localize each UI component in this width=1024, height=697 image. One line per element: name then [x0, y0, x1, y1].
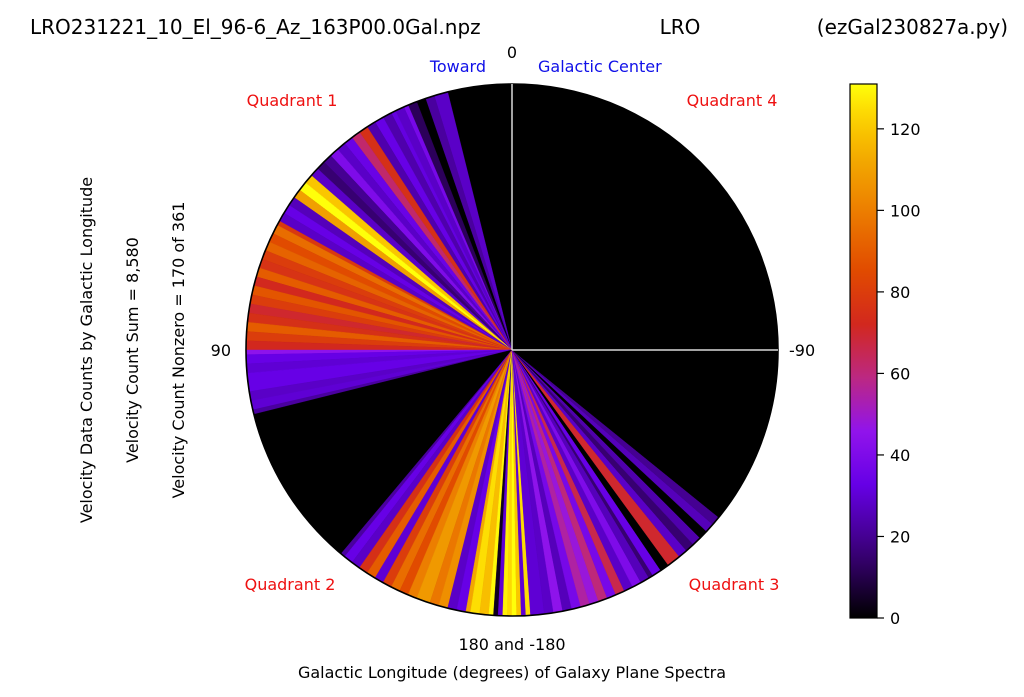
y-axis-label-line-2: Velocity Count Sum = 8,580	[123, 237, 142, 463]
colorbar-tick-label: 120	[890, 120, 921, 139]
toward-label: Toward	[429, 57, 486, 76]
y-axis-label-line-1: Velocity Data Counts by Galactic Longitu…	[77, 177, 96, 523]
galactic-center-label: Galactic Center	[538, 57, 662, 76]
colorbar-tick-label: 60	[890, 364, 910, 383]
wedge-layer	[245, 84, 779, 617]
colorbar-ticks: 0 20 40 60 80 100 120	[877, 120, 921, 628]
header-program: (ezGal230827a.py)	[817, 15, 1008, 39]
colorbar-tick-label: 0	[890, 609, 900, 628]
colorbar	[849, 83, 878, 619]
tick-top: 0	[507, 43, 517, 62]
header-site: LRO	[660, 15, 701, 39]
colorbar-tick-label: 40	[890, 446, 910, 465]
x-axis-label: Galactic Longitude (degrees) of Galaxy P…	[298, 663, 726, 682]
tick-bottom: 180 and -180	[458, 635, 565, 654]
tick-left: 90	[211, 341, 231, 360]
quadrant-1-label: Quadrant 1	[247, 91, 338, 110]
header-filename: LRO231221_10_El_96-6_Az_163P00.0Gal.npz	[30, 15, 481, 39]
tick-right: -90	[789, 341, 815, 360]
quadrant-3-label: Quadrant 3	[689, 575, 780, 594]
y-axis-label-line-3: Velocity Count Nonzero = 170 of 361	[169, 202, 188, 499]
quadrant-4-label: Quadrant 4	[687, 91, 778, 110]
colorbar-tick-label: 100	[890, 201, 921, 220]
colorbar-tick-label: 80	[890, 283, 910, 302]
colorbar-tick-label: 20	[890, 527, 910, 546]
quadrant-2-label: Quadrant 2	[245, 575, 336, 594]
